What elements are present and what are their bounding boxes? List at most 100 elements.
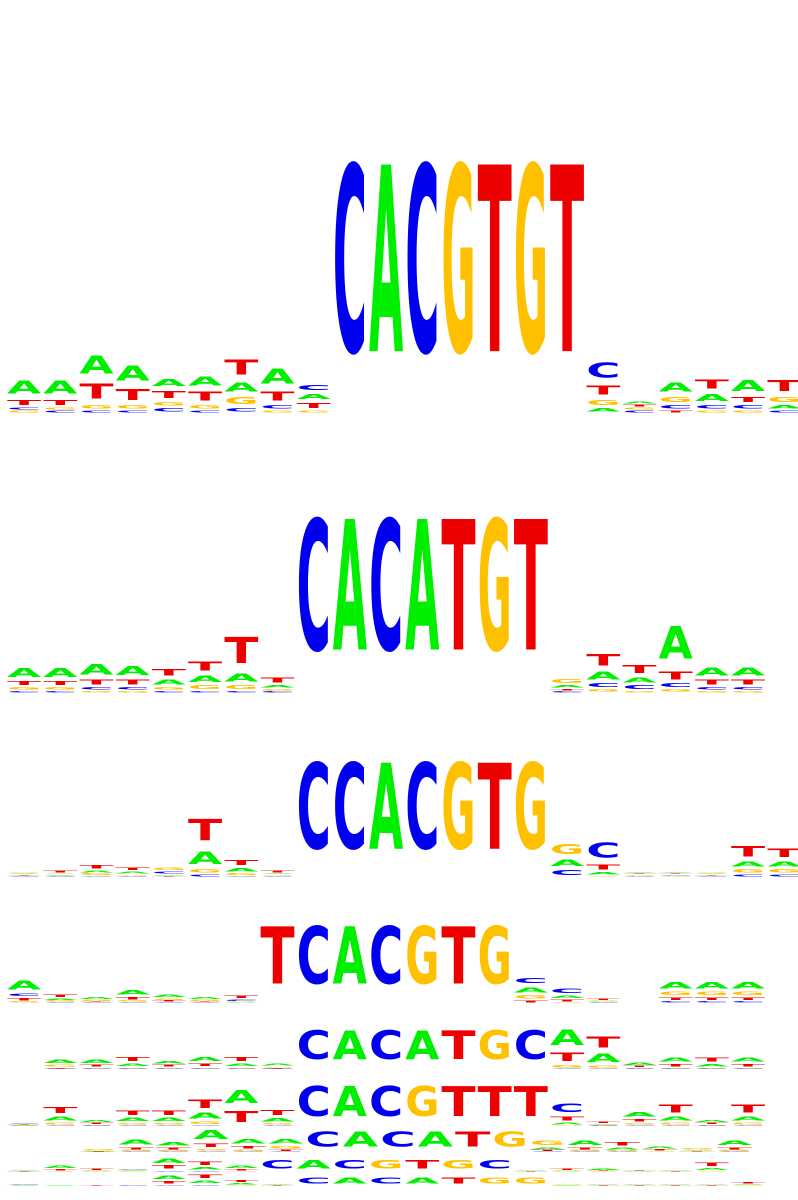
logo-column: A — [418, 1128, 454, 1151]
letter-A: A — [586, 1001, 621, 1002]
letter-C: C — [333, 115, 367, 413]
letter-A: A — [333, 1079, 367, 1126]
letter-T: T — [441, 1177, 476, 1186]
letter-T: T — [260, 1109, 295, 1117]
letter-A: A — [260, 1118, 295, 1123]
letter-G: G — [188, 999, 222, 1001]
letter-T: T — [622, 1066, 656, 1068]
logo-column: GTA — [514, 1170, 549, 1172]
letter-G: G — [695, 991, 729, 996]
logo-column: C — [305, 1128, 340, 1151]
letter-C: C — [695, 404, 729, 410]
letter-G: G — [586, 876, 620, 877]
letter-A: A — [260, 1064, 295, 1067]
letter-T: T — [43, 1106, 78, 1115]
letter-G: G — [116, 1067, 150, 1068]
letter-T: T — [550, 115, 584, 412]
letter-T: T — [441, 1078, 475, 1125]
letter-C: C — [369, 912, 403, 1003]
letter-T: T — [731, 1064, 766, 1068]
letter-T: T — [659, 997, 694, 1001]
letter-T: T — [622, 1170, 656, 1171]
letter-G: G — [492, 1128, 527, 1151]
logo-column: TA — [695, 1184, 730, 1185]
letter-A: A — [369, 116, 403, 413]
letter-C: C — [550, 987, 584, 994]
logo-column: TA — [586, 1184, 621, 1185]
letter-A: A — [550, 1026, 584, 1050]
letter-G: G — [81, 1148, 116, 1150]
letter-T: T — [43, 1169, 77, 1171]
letter-A: A — [260, 873, 295, 874]
logo-column: T — [478, 1078, 512, 1125]
letter-A: A — [659, 1170, 694, 1171]
letter-T: T — [224, 357, 258, 380]
logo-column: G — [492, 1128, 527, 1151]
letter-G: G — [717, 1150, 752, 1151]
letter-G: G — [659, 1067, 693, 1068]
letter-T: T — [152, 1165, 187, 1170]
letter-T: T — [695, 377, 729, 392]
letter-T: T — [550, 1116, 585, 1122]
letter-G: G — [7, 871, 41, 872]
letter-T: T — [478, 1078, 512, 1125]
letter-C: C — [43, 1125, 77, 1126]
letter-C: C — [731, 1125, 765, 1126]
logo-column: G — [478, 1023, 512, 1068]
letter-C: C — [550, 1101, 584, 1115]
letter-T: T — [478, 115, 512, 412]
letter-A: A — [43, 1116, 78, 1122]
letter-A: A — [79, 870, 114, 873]
letter-A: A — [767, 404, 798, 409]
logo-column: T — [478, 740, 512, 877]
letter-G: G — [79, 999, 113, 1001]
letter-T: T — [7, 681, 42, 687]
letter-A: A — [731, 1057, 766, 1063]
letter-C: C — [79, 687, 113, 691]
letter-G: G — [260, 1066, 294, 1067]
letter-C: C — [79, 410, 113, 413]
letter-A: A — [530, 1147, 565, 1150]
letter-A: A — [550, 685, 585, 689]
letter-T: T — [586, 998, 620, 1000]
letter-G: G — [622, 1123, 656, 1125]
letter-T: T — [224, 1180, 259, 1183]
letter-T: T — [152, 668, 187, 678]
letter-A: A — [695, 1184, 730, 1185]
letter-C: C — [659, 1001, 693, 1003]
letter-G: G — [156, 1150, 191, 1151]
letter-T: T — [224, 1108, 259, 1126]
letter-C: C — [224, 876, 258, 877]
letter-A: A — [116, 1117, 151, 1122]
letter-G: G — [224, 1067, 258, 1068]
letter-A: A — [188, 1180, 223, 1184]
letter-C: C — [224, 407, 258, 413]
logo-column: T — [405, 1158, 439, 1172]
letter-A: A — [622, 676, 657, 684]
letter-A: A — [731, 666, 765, 678]
letter-A: A — [586, 1124, 621, 1125]
letter-G: G — [731, 869, 765, 874]
letter-T: T — [116, 1109, 151, 1116]
letter-C: C — [7, 691, 41, 693]
letter-G: G — [622, 874, 656, 875]
